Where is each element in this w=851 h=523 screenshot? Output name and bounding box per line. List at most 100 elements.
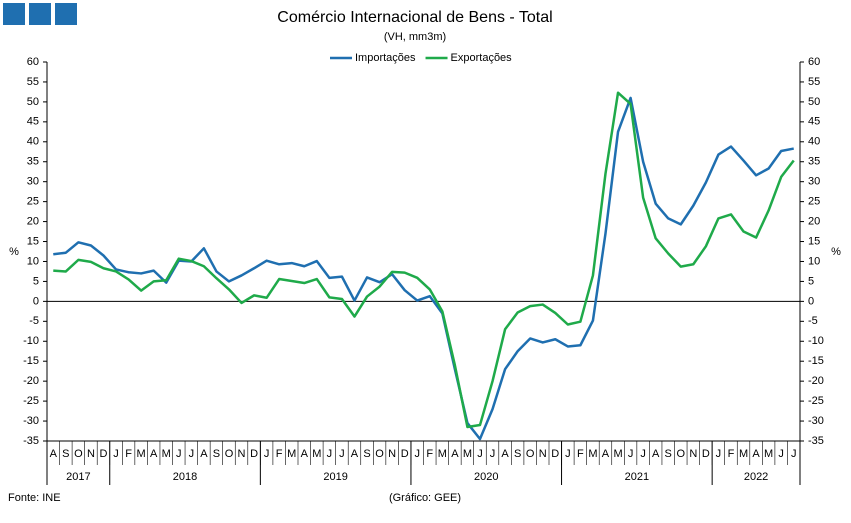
x-tick-label: D xyxy=(401,448,409,460)
x-tick-label: M xyxy=(162,448,171,460)
x-tick-label: F xyxy=(728,448,735,460)
y2-tick-label: 10 xyxy=(808,255,820,267)
y-tick-label: -5 xyxy=(29,315,39,327)
x-tick-label: M xyxy=(312,448,321,460)
x-tick-label: O xyxy=(74,448,83,460)
x-tick-label: O xyxy=(375,448,384,460)
x-tick-label: O xyxy=(676,448,685,460)
x-tick-label: D xyxy=(99,448,107,460)
y-tick-label: 15 xyxy=(27,235,39,247)
legend-label: Exportações xyxy=(451,52,513,64)
x-tick-label: N xyxy=(87,448,95,460)
x-tick-label: O xyxy=(526,448,535,460)
y2-tick-label: 25 xyxy=(808,196,820,208)
x-group-label: 2020 xyxy=(474,471,498,483)
x-tick-label: J xyxy=(490,448,496,460)
x-tick-label: J xyxy=(176,448,182,460)
y-tick-label: -20 xyxy=(23,375,39,387)
x-tick-label: J xyxy=(113,448,119,460)
x-tick-label: A xyxy=(50,448,58,460)
y-tick-label: 45 xyxy=(27,116,39,128)
y2-tick-label: 50 xyxy=(808,96,820,108)
y2-tick-label: -10 xyxy=(808,335,824,347)
y-tick-label: 25 xyxy=(27,196,39,208)
x-tick-label: N xyxy=(238,448,246,460)
x-tick-label: J xyxy=(339,448,345,460)
y2-tick-label: -15 xyxy=(808,355,824,367)
y-tick-label: 5 xyxy=(33,275,39,287)
x-tick-label: A xyxy=(652,448,660,460)
x-tick-label: S xyxy=(514,448,521,460)
x-tick-label: J xyxy=(477,448,483,460)
y2-tick-label: 5 xyxy=(808,275,814,287)
y2-tick-label: -35 xyxy=(808,435,824,447)
logo-block xyxy=(55,3,77,25)
y-tick-label: 20 xyxy=(27,215,39,227)
x-tick-label: J xyxy=(264,448,270,460)
series-line xyxy=(53,91,795,429)
y-tick-label: 60 xyxy=(27,56,39,68)
x-tick-label: J xyxy=(628,448,634,460)
y-tick-label: -25 xyxy=(23,395,39,407)
y-tick-label: 0 xyxy=(33,295,39,307)
x-tick-label: S xyxy=(213,448,220,460)
y2-tick-label: 60 xyxy=(808,56,820,68)
y2-tick-label: 45 xyxy=(808,116,820,128)
x-tick-label: A xyxy=(200,448,208,460)
x-tick-label: J xyxy=(778,448,784,460)
y-tick-label: -35 xyxy=(23,435,39,447)
x-group-label: 2017 xyxy=(66,471,90,483)
x-tick-label: D xyxy=(250,448,258,460)
x-tick-label: N xyxy=(539,448,547,460)
y-tick-label: 55 xyxy=(27,76,39,88)
x-tick-label: M xyxy=(463,448,472,460)
y2-tick-label: 15 xyxy=(808,235,820,247)
x-tick-label: S xyxy=(62,448,69,460)
x-tick-label: M xyxy=(287,448,296,460)
x-group-label: 2022 xyxy=(744,471,768,483)
y-tick-label: 30 xyxy=(27,176,39,188)
y-tick-label: 35 xyxy=(27,156,39,168)
y-tick-label: -10 xyxy=(23,335,39,347)
x-tick-label: M xyxy=(739,448,748,460)
x-tick-label: J xyxy=(565,448,571,460)
legend-label: Importações xyxy=(355,52,416,64)
chart-title: Comércio Internacional de Bens - Total xyxy=(277,9,552,26)
x-tick-label: J xyxy=(414,448,420,460)
x-group-label: 2021 xyxy=(625,471,649,483)
x-tick-label: F xyxy=(426,448,433,460)
logo-block xyxy=(29,3,51,25)
y2-tick-label: -5 xyxy=(808,315,818,327)
x-tick-label: M xyxy=(137,448,146,460)
y2-tick-label: -20 xyxy=(808,375,824,387)
y-axis-label: % xyxy=(9,246,19,258)
y2-tick-label: 35 xyxy=(808,156,820,168)
x-tick-label: A xyxy=(351,448,359,460)
x-group-label: 2019 xyxy=(323,471,347,483)
y2-tick-label: 20 xyxy=(808,215,820,227)
y2-axis-label: % xyxy=(831,246,841,258)
x-tick-label: M xyxy=(438,448,447,460)
x-tick-label: F xyxy=(276,448,283,460)
x-tick-label: J xyxy=(791,448,797,460)
x-tick-label: S xyxy=(363,448,370,460)
x-tick-label: A xyxy=(501,448,509,460)
x-tick-label: D xyxy=(551,448,559,460)
x-tick-label: N xyxy=(388,448,396,460)
y2-tick-label: -25 xyxy=(808,395,824,407)
x-tick-label: A xyxy=(752,448,760,460)
x-tick-label: A xyxy=(301,448,309,460)
x-tick-label: J xyxy=(640,448,646,460)
x-tick-label: S xyxy=(665,448,672,460)
y-tick-label: 50 xyxy=(27,96,39,108)
x-tick-label: A xyxy=(602,448,610,460)
x-tick-label: D xyxy=(702,448,710,460)
x-tick-label: M xyxy=(764,448,773,460)
y2-tick-label: 55 xyxy=(808,76,820,88)
y2-tick-label: -30 xyxy=(808,415,824,427)
x-group-label: 2018 xyxy=(173,471,197,483)
logo-block xyxy=(3,3,25,25)
y2-tick-label: 0 xyxy=(808,295,814,307)
